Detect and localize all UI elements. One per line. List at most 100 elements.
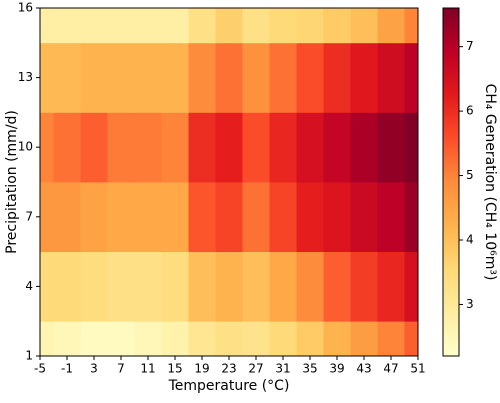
heatmap-cell (269, 251, 297, 322)
heatmap-cell (40, 42, 54, 113)
x-axis-label: Temperature (°C) (168, 378, 290, 394)
heatmap-cell (53, 182, 81, 252)
y-tick-label: 16 (18, 1, 33, 15)
heatmap-cell (350, 112, 378, 183)
heatmap-cell (323, 182, 351, 252)
heatmap-cell (404, 321, 419, 357)
heatmap-cell (134, 251, 162, 322)
heatmap-cell (53, 251, 81, 322)
heatmap-cell (40, 112, 54, 183)
heatmap-cell (107, 42, 135, 113)
heatmap-cell (377, 112, 405, 183)
heatmap-cell (188, 251, 216, 322)
heatmap-cell (242, 251, 270, 322)
heatmap-cell (134, 42, 162, 113)
heatmap-cell (53, 321, 81, 357)
heatmap-cell (404, 8, 419, 44)
heatmap-cell (107, 182, 135, 252)
x-tick-label: 51 (410, 362, 425, 376)
colorbar-label: CH₄ Generation (CH₄ 10⁶m³) (482, 84, 498, 281)
heatmap-cell (134, 112, 162, 183)
heatmap-cell (350, 182, 378, 252)
colorbar (442, 7, 460, 357)
heatmap-cell (107, 8, 135, 44)
heatmap-cell (40, 182, 54, 252)
heatmap-cell (377, 182, 405, 252)
x-tick-label: 47 (383, 362, 398, 376)
heatmap-cell (323, 321, 351, 357)
heatmap-cell (161, 8, 189, 44)
heatmap-cell (377, 321, 405, 357)
heatmap-cell (242, 112, 270, 183)
heatmap-cell (215, 251, 243, 322)
heatmap-cell (350, 251, 378, 322)
heatmap-cell (215, 112, 243, 183)
heatmap-cell (296, 112, 324, 183)
heatmap-cell (161, 321, 189, 357)
y-axis-label: Precipitation (mm/d) (4, 110, 20, 254)
heatmap-cell (269, 112, 297, 183)
heatmap-cell (161, 251, 189, 322)
heatmap-cell (296, 182, 324, 252)
heatmap-cell (296, 251, 324, 322)
heatmap-cell (107, 321, 135, 357)
heatmap-cell (188, 42, 216, 113)
heatmap-cell (323, 112, 351, 183)
heatmap-cell (188, 112, 216, 183)
heatmap-cell (188, 182, 216, 252)
x-tick-label: -5 (34, 362, 46, 376)
heatmap-cell (404, 182, 419, 252)
heatmap-cell (40, 251, 54, 322)
x-tick-label: 7 (117, 362, 125, 376)
heatmap-cell (80, 42, 108, 113)
heatmap-cell (80, 8, 108, 44)
x-tick-label: 15 (167, 362, 182, 376)
heatmap-cell (269, 42, 297, 113)
heatmap-cell (161, 112, 189, 183)
x-tick-label: 27 (248, 362, 263, 376)
heatmap-cell (350, 8, 378, 44)
heatmap-cell (53, 112, 81, 183)
y-tick-label: 4 (25, 279, 33, 293)
heatmap-cell (377, 8, 405, 44)
heatmap-cell (134, 321, 162, 357)
y-tick-label: 7 (25, 209, 33, 223)
x-tick-label: 11 (140, 362, 155, 376)
heatmap-cell (161, 42, 189, 113)
y-tick-label: 1 (25, 349, 33, 363)
heatmap-cell (269, 321, 297, 357)
heatmap-cell (215, 8, 243, 44)
heatmap-cell (53, 42, 81, 113)
heatmap-cell (377, 42, 405, 113)
x-tick-label: 3 (90, 362, 98, 376)
colorbar-tick-label: 5 (466, 168, 474, 182)
heatmap-cell (134, 8, 162, 44)
heatmap-cell (107, 112, 135, 183)
heatmap-cell (215, 182, 243, 252)
heatmap-cell (161, 182, 189, 252)
x-tick-label: 35 (302, 362, 317, 376)
x-tick-label: 39 (329, 362, 344, 376)
heatmap-cell (404, 42, 419, 113)
heatmap-cell (350, 321, 378, 357)
x-tick-label: 43 (356, 362, 371, 376)
heatmap-cell (296, 8, 324, 44)
x-tick-label: -1 (61, 362, 73, 376)
heatmap-cell (134, 182, 162, 252)
heatmap-cell (242, 8, 270, 44)
heatmap-cell (80, 251, 108, 322)
heatmap-cell (404, 251, 419, 322)
heatmap-cell (323, 251, 351, 322)
heatmap-cell (296, 321, 324, 357)
colorbar-tick-label: 7 (466, 39, 474, 53)
heatmap-cell (269, 8, 297, 44)
heatmap-cell (188, 321, 216, 357)
heatmap-cell (215, 42, 243, 113)
heatmap-cell (40, 8, 54, 44)
x-tick-label: 31 (275, 362, 290, 376)
heatmap-cell (40, 321, 54, 357)
heatmap-cell (80, 182, 108, 252)
heatmap-cell (242, 321, 270, 357)
heatmap-cell (80, 112, 108, 183)
